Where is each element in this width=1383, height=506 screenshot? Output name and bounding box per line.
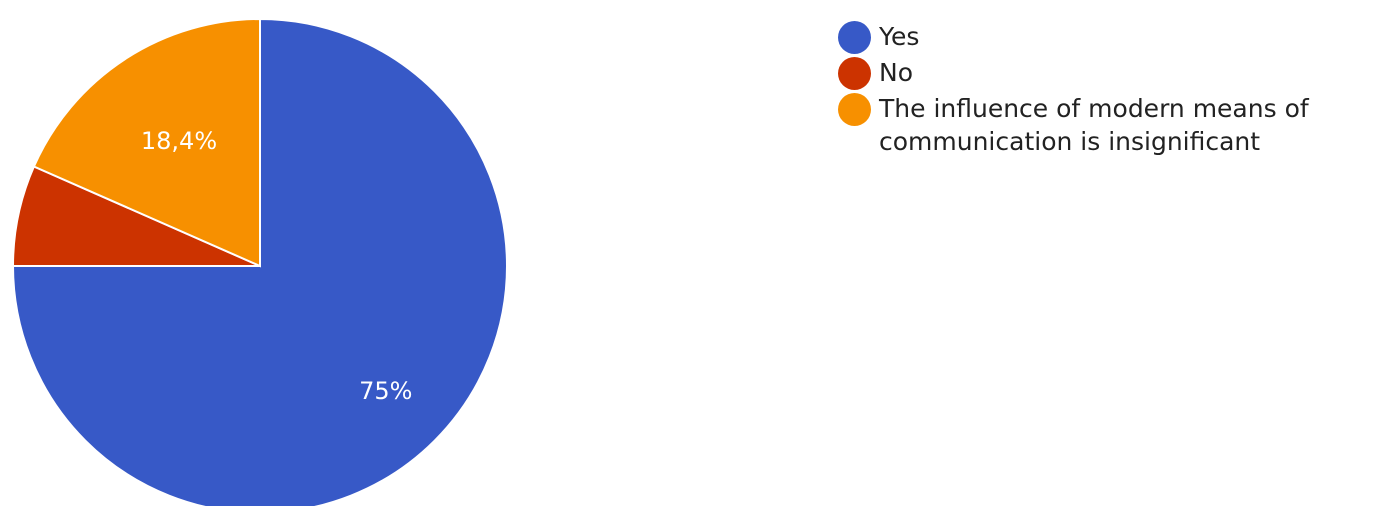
pie-slices	[11, 17, 508, 506]
legend-swatch-no	[838, 57, 871, 90]
pie-label-yes: 75%	[359, 377, 412, 405]
legend-label-no: No	[879, 58, 913, 87]
legend-label-yes: Yes	[879, 22, 920, 51]
pie-chart: 75% 18,4%	[11, 17, 508, 506]
legend-swatch-insignificant	[838, 93, 871, 126]
pie-slice-insignificant[interactable]	[32, 17, 261, 268]
legend-swatch-yes	[838, 21, 871, 54]
legend-item-no[interactable]: No	[838, 56, 1383, 90]
legend: Yes No The influence of modern means of …	[838, 20, 1383, 160]
legend-item-yes[interactable]: Yes	[838, 20, 1383, 54]
pie-slice-labels: 75% 18,4%	[141, 127, 413, 405]
legend-label-insignificant: The influence of modern means of communi…	[879, 94, 1309, 156]
legend-item-insignificant[interactable]: The influence of modern means of communi…	[838, 92, 1383, 158]
pie-label-insignificant: 18,4%	[141, 127, 217, 155]
pie-slice-yes[interactable]	[11, 17, 508, 506]
